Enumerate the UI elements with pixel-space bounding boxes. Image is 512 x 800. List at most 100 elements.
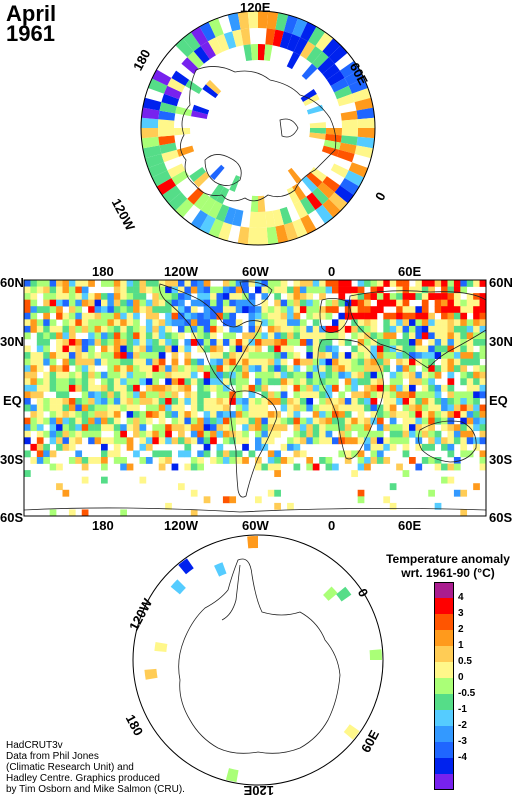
anomaly-cell [62, 417, 70, 425]
anomaly-cell [171, 398, 179, 405]
anomaly-cell [222, 352, 230, 359]
anomaly-cell [56, 424, 63, 432]
anomaly-cell [402, 312, 410, 320]
anomaly-cell [101, 437, 108, 445]
anomaly-cell [190, 430, 198, 438]
anomaly-cell [210, 293, 217, 300]
anomaly-cell [325, 424, 333, 432]
anomaly-cell [133, 280, 140, 287]
anomaly-cell [293, 463, 301, 471]
anomaly-cell [62, 424, 70, 432]
anomaly-cell [338, 299, 346, 307]
anomaly-cell [299, 450, 307, 458]
anomaly-cell [199, 21, 216, 42]
anomaly-cell [338, 325, 346, 333]
anomaly-cell [280, 306, 288, 314]
anomaly-cell [370, 443, 378, 451]
anomaly-cell [36, 443, 44, 451]
anomaly-cell [94, 306, 102, 314]
anomaly-cell [396, 345, 403, 353]
anomaly-cell [319, 325, 326, 333]
anomaly-cell [158, 286, 166, 294]
anomaly-cell [190, 411, 198, 418]
anomaly-cell [306, 312, 314, 320]
anomaly-cell [215, 34, 230, 52]
anomaly-cell [36, 339, 44, 346]
anomaly-cell [332, 398, 339, 405]
anomaly-cell [81, 411, 89, 418]
anomaly-cell [216, 378, 224, 386]
anomaly-cell [222, 306, 230, 314]
anomaly-cell [126, 417, 134, 425]
anomaly-cell [396, 358, 403, 366]
anomaly-cell [222, 293, 230, 300]
anomaly-cell [133, 293, 140, 300]
anomaly-cell [293, 424, 301, 432]
anomaly-cell [460, 424, 468, 432]
anomaly-cell [317, 57, 335, 75]
anomaly-cell [203, 371, 211, 379]
anomaly-cell [434, 352, 442, 359]
anomaly-cell [248, 306, 256, 314]
anomaly-cell [383, 358, 391, 366]
anomaly-cell [376, 457, 384, 464]
anomaly-cell [332, 371, 339, 379]
anomaly-cell [344, 417, 352, 425]
legend-swatch [434, 758, 454, 774]
anomaly-cell [466, 378, 474, 386]
anomaly-cell [210, 306, 217, 314]
anomaly-cell [133, 352, 140, 359]
anomaly-cell [126, 391, 134, 399]
anomaly-cell [299, 371, 307, 379]
anomaly-cell [308, 26, 326, 47]
credit-line: by Tim Osborn and Mike Salmon (CRU). [6, 784, 185, 795]
anomaly-cell [287, 319, 294, 327]
anomaly-cell [309, 128, 326, 134]
anomaly-cell [447, 345, 455, 353]
anomaly-cell [101, 404, 108, 412]
bottom-lon-label: 120W [164, 518, 198, 533]
anomaly-cell [332, 319, 339, 327]
anomaly-cell [332, 378, 339, 386]
anomaly-cell [222, 299, 230, 307]
anomaly-cell [255, 457, 262, 464]
anomaly-cell [402, 280, 410, 287]
anomaly-cell [267, 306, 275, 314]
anomaly-cell [389, 345, 397, 353]
anomaly-cell [255, 286, 262, 294]
anomaly-cell [145, 443, 153, 451]
anomaly-cell [402, 411, 410, 418]
anomaly-cell [402, 391, 410, 399]
anomaly-cell [332, 325, 339, 333]
anomaly-cell [421, 411, 429, 418]
anomaly-cell [210, 384, 217, 392]
anomaly-cell [453, 398, 461, 405]
anomaly-cell [434, 463, 442, 471]
anomaly-cell [203, 280, 211, 287]
anomaly-cell [293, 319, 301, 327]
anomaly-cell [94, 384, 102, 392]
anomaly-cell [222, 404, 230, 412]
anomaly-cell [402, 398, 410, 405]
anomaly-cell [229, 280, 237, 287]
anomaly-cell [325, 345, 333, 353]
anomaly-cell [309, 122, 326, 128]
anomaly-cell [139, 417, 147, 425]
anomaly-cell [235, 437, 243, 445]
anomaly-cell [165, 502, 172, 510]
anomaly-cell [178, 417, 185, 425]
anomaly-cell [421, 417, 429, 425]
anomaly-cell [171, 463, 179, 471]
anomaly-cell [389, 352, 397, 359]
anomaly-cell [389, 312, 397, 320]
anomaly-cell [152, 352, 160, 359]
anomaly-cell [453, 424, 461, 432]
anomaly-cell [88, 365, 95, 373]
legend-tick-label: -0.5 [458, 688, 476, 699]
anomaly-cell [322, 198, 341, 218]
anomaly-cell [357, 312, 365, 320]
anomaly-cell [184, 417, 192, 425]
anomaly-cell [235, 404, 243, 412]
anomaly-cell [274, 417, 281, 425]
anomaly-cell [222, 424, 230, 432]
